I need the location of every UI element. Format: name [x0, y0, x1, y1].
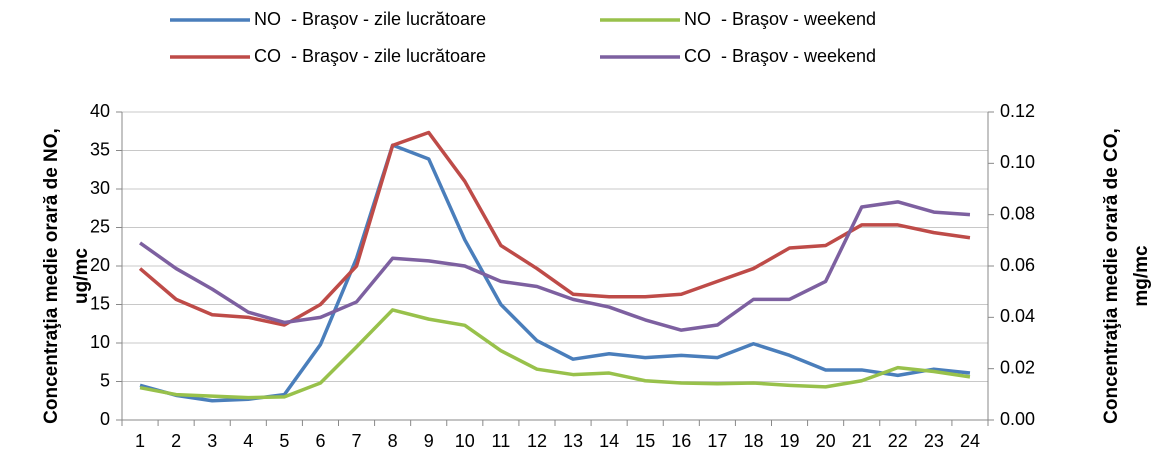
x-tick-label: 9: [424, 431, 434, 451]
y-tick-label: 10: [90, 332, 110, 352]
x-tick-label: 13: [563, 431, 583, 451]
legend-label: CO - Braşov - weekend: [684, 46, 876, 66]
x-tick-label: 16: [671, 431, 691, 451]
x-tick-label: 1: [135, 431, 145, 451]
x-tick-label: 14: [599, 431, 619, 451]
x-tick-label: 20: [816, 431, 836, 451]
y-axis-label: ug/mc: [71, 248, 92, 304]
x-tick-label: 10: [455, 431, 475, 451]
x-tick-label: 7: [352, 431, 362, 451]
x-tick-label: 24: [960, 431, 980, 451]
series-line: [139, 200, 971, 332]
y-tick-label: 20: [90, 255, 110, 275]
x-tick-label: 22: [888, 431, 908, 451]
x-tick-label: 4: [243, 431, 253, 451]
legend-label: CO - Braşov - zile lucrătoare: [254, 46, 486, 66]
legend-label: NO - Braşov - weekend: [684, 9, 876, 29]
x-tick-label: 11: [492, 431, 511, 451]
y-tick-label: 40: [90, 101, 110, 121]
y-tick-label: 35: [90, 139, 110, 159]
x-tick-label: 6: [315, 431, 325, 451]
y-tick-label: 30: [90, 178, 110, 198]
y2-tick-label: 0.10: [1000, 152, 1035, 172]
x-tick-label: 15: [635, 431, 655, 451]
x-tick-label: 8: [388, 431, 398, 451]
y2-axis-label: mg/mc: [1131, 245, 1152, 307]
legend-label: NO - Braşov - zile lucrătoare: [254, 9, 486, 29]
x-tick-label: 5: [279, 431, 289, 451]
x-tick-label: 17: [707, 431, 727, 451]
x-tick-label: 19: [780, 431, 800, 451]
y-tick-label: 0: [100, 409, 110, 429]
y2-tick-label: 0.08: [1000, 203, 1035, 223]
y-tick-label: 25: [90, 216, 110, 236]
series-line: [138, 130, 971, 327]
x-tick-label: 3: [207, 431, 217, 451]
y2-axis-label: Concentraţia medie orară de CO,: [1101, 128, 1122, 424]
series-line: [139, 143, 971, 403]
y2-tick-label: 0.04: [1000, 306, 1035, 326]
y2-tick-label: 0.02: [1000, 357, 1035, 377]
x-tick-label: 21: [852, 431, 872, 451]
x-tick-label: 23: [924, 431, 944, 451]
y-tick-label: 15: [90, 293, 110, 313]
y2-tick-label: 0.00: [1000, 409, 1035, 429]
y2-tick-label: 0.06: [1000, 255, 1035, 275]
y-tick-label: 5: [100, 370, 110, 390]
x-tick-label: 2: [171, 431, 181, 451]
y-axis-label: Concentraţia medie orară de NO,: [41, 128, 62, 424]
x-tick-label: 18: [743, 431, 763, 451]
x-tick-label: 12: [527, 431, 547, 451]
y2-tick-label: 0.12: [1000, 101, 1035, 121]
series-line: [139, 308, 971, 400]
